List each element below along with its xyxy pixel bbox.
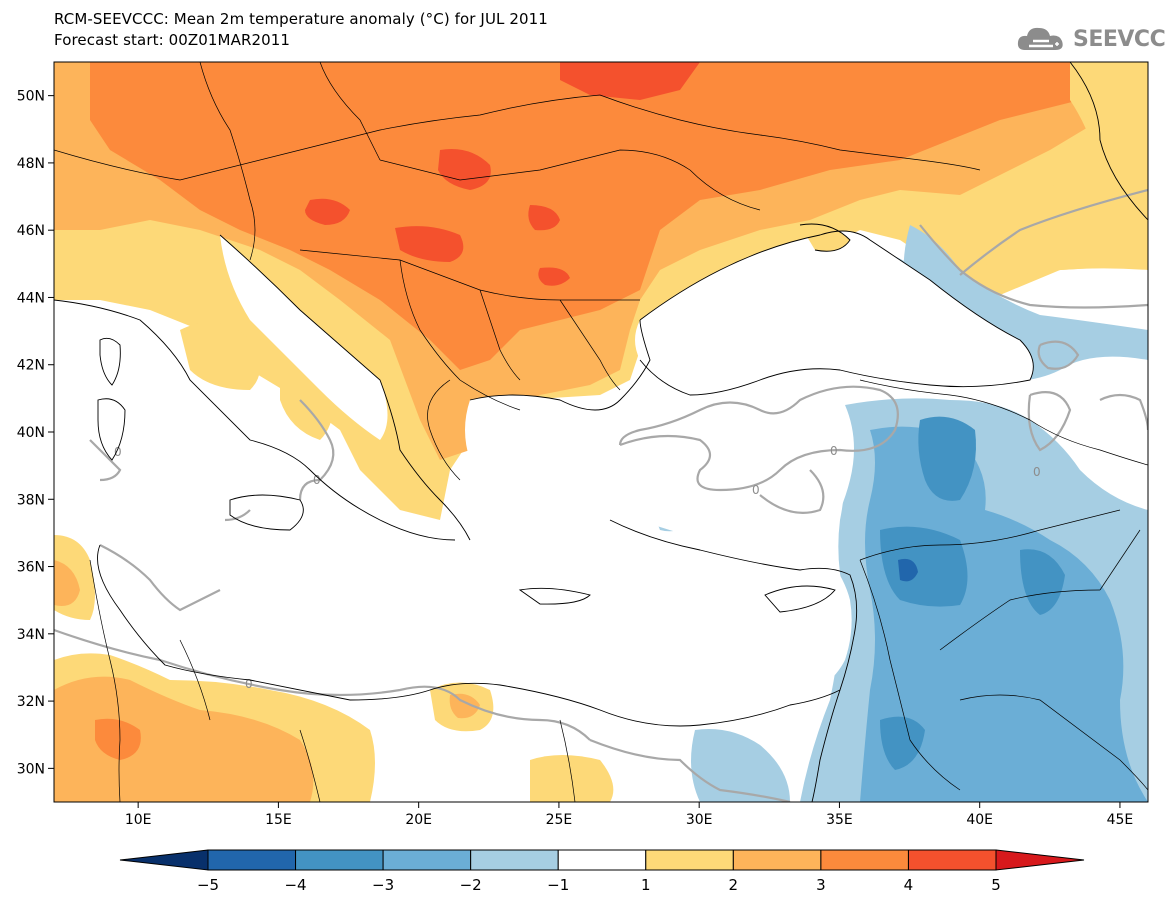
contour-label: 0 <box>830 444 838 458</box>
anomaly-region-minus3-minus4 <box>1020 549 1065 615</box>
aegean-sea <box>465 395 624 556</box>
zero-contour <box>54 188 1148 802</box>
lat-tick-label: 44N <box>17 290 45 306</box>
contour-label: 0 <box>1033 465 1041 479</box>
colorbar-label: −4 <box>284 876 306 894</box>
lat-tick-label: 46N <box>17 223 45 239</box>
logo-text: SEEVCCC <box>1073 27 1165 52</box>
contour-labels: 0 0 0 0 0 0 <box>114 444 1041 691</box>
contour-label: 0 <box>752 483 760 497</box>
contour-label: 0 <box>313 473 321 487</box>
anomaly-region-4-5 <box>438 149 491 190</box>
anomaly-region-2-3 <box>449 693 480 719</box>
colorbar-label: −2 <box>460 876 482 894</box>
colorbar-label: −1 <box>547 876 569 894</box>
coastlines <box>54 62 1148 802</box>
lon-tick-label: 30E <box>686 812 713 828</box>
colorbar-box <box>557 849 647 871</box>
anomaly-region-1-2 <box>180 322 260 390</box>
colorbar-box <box>470 849 559 871</box>
anomaly-region-minus1-minus2 <box>1130 588 1148 640</box>
lon-tick-label: 20E <box>405 812 432 828</box>
mediterranean-sea <box>54 300 852 720</box>
colorbar-extend-low <box>119 849 209 871</box>
country-borders <box>54 62 1148 802</box>
contour-label: 0 <box>245 677 253 691</box>
anatolia-neutral <box>608 391 854 549</box>
map-title: RCM-SEEVCCC: Mean 2m temperature anomaly… <box>54 10 548 28</box>
lat-tick-label: 30N <box>17 761 45 777</box>
anomaly-region-2-3 <box>54 560 80 606</box>
colorbar-label: −5 <box>197 876 219 894</box>
colorbar-label: 2 <box>729 876 739 894</box>
lat-tick-label: 38N <box>17 492 45 508</box>
anomaly-region-3-4 <box>95 718 141 760</box>
anomaly-region-3-4 <box>730 62 1148 120</box>
colorbar-label: 3 <box>816 876 826 894</box>
lat-tick-label: 50N <box>17 89 45 105</box>
cloud-icon <box>1017 27 1063 50</box>
colorbar-label: −3 <box>372 876 394 894</box>
lat-tick-label: 32N <box>17 694 45 710</box>
lon-tick-label: 40E <box>966 812 993 828</box>
colorbar-box <box>295 849 384 871</box>
forecast-start-label: Forecast start: 00Z01MAR2011 <box>54 31 291 49</box>
colorbar-label: 5 <box>991 876 1001 894</box>
colorbar-label: 1 <box>641 876 651 894</box>
anomaly-field: 0 0 0 0 0 0 <box>54 62 1148 802</box>
lon-tick-label: 15E <box>265 812 292 828</box>
anomaly-region-minus2-minus3 <box>860 426 1148 802</box>
colorbar-box <box>645 849 734 871</box>
colorbar-box <box>382 849 472 871</box>
anomaly-region-1-2 <box>960 170 1148 275</box>
anomaly-region-minus1-minus2 <box>691 729 790 802</box>
lat-tick-label: 42N <box>17 358 45 374</box>
colorbar-box <box>732 849 822 871</box>
lon-tick-label: 35E <box>826 812 853 828</box>
anomaly-region-3-4 <box>90 62 1148 370</box>
lat-tick-label: 40N <box>17 425 45 441</box>
lat-tick-label: 34N <box>17 627 45 643</box>
anomaly-region-4-5 <box>305 198 350 225</box>
colorbar-box <box>207 849 297 871</box>
adriatic-sea <box>220 235 388 440</box>
lat-tick-label: 36N <box>17 560 45 576</box>
colorbar-label: 4 <box>904 876 914 894</box>
anomaly-region-4-5 <box>538 267 570 286</box>
anomaly-region-minus3-minus4 <box>880 716 925 770</box>
latitude-axis: 30N 32N 34N 36N 38N 40N 42N 44N 46N 48N 50N <box>17 89 54 777</box>
tyrrhenian-sea <box>130 330 300 490</box>
colorbar: −5 −4 −3 −2 −1 1 2 3 4 5 <box>119 849 1085 894</box>
lon-tick-label: 45E <box>1107 812 1134 828</box>
colorbar-box <box>907 849 997 871</box>
colorbar-extend-high <box>995 849 1085 871</box>
lat-tick-label: 48N <box>17 156 45 172</box>
caspian-sea <box>1070 62 1148 220</box>
anomaly-region-4-5 <box>528 205 560 231</box>
colorbar-box <box>820 849 909 871</box>
anomaly-region-4-5 <box>395 226 464 262</box>
anomaly-region-minus4-minus5 <box>898 558 918 582</box>
lon-tick-label: 25E <box>546 812 573 828</box>
anomaly-region-4-5 <box>560 62 700 100</box>
anomaly-region-minus3-minus4 <box>918 416 976 501</box>
black-sea <box>635 231 1034 395</box>
lon-tick-label: 10E <box>125 812 152 828</box>
contour-label: 0 <box>114 445 122 459</box>
longitude-axis: 10E 15E 20E 25E 30E 35E 40E 45E <box>125 802 1133 828</box>
anomaly-region-minus3-minus4 <box>880 526 968 607</box>
seevccc-logo: SEEVCCC <box>1015 22 1165 56</box>
